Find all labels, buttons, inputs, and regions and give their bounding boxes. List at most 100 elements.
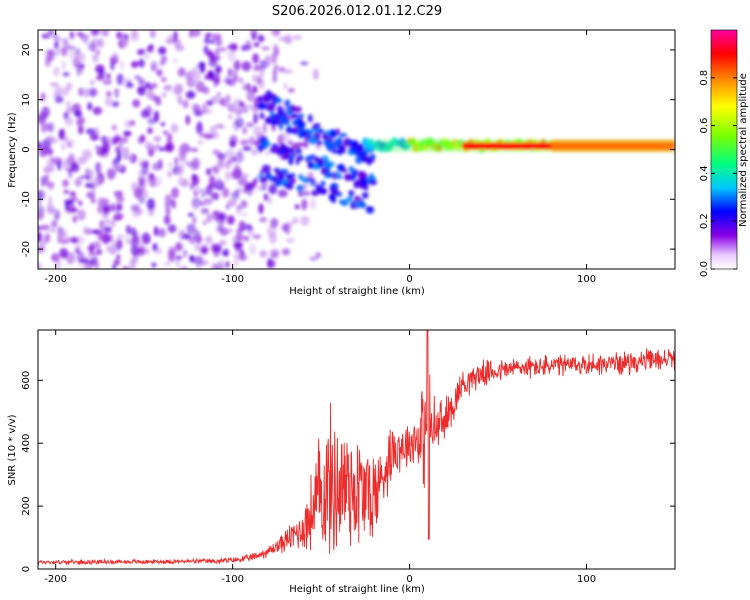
- heatmap-cell: [110, 239, 120, 251]
- heatmap-cell: [110, 61, 115, 71]
- heatmap-cell: [116, 150, 122, 162]
- heatmap-cell: [279, 114, 286, 124]
- heatmap-cell: [65, 82, 73, 91]
- heatmap-cell: [225, 170, 231, 181]
- heatmap-cell: [313, 156, 321, 163]
- heatmap-cell: [279, 143, 287, 150]
- heatmap-cell: [167, 161, 173, 170]
- heatmap-cell: [298, 174, 304, 180]
- heatmap-cell: [83, 262, 94, 269]
- heatmap-cell: [274, 64, 279, 70]
- heatmap-cell: [151, 262, 157, 268]
- heatmap-cell: [354, 201, 363, 207]
- heatmap-cell: [203, 198, 214, 203]
- heatmap-cell: [272, 76, 277, 83]
- heatmap-cell: [368, 179, 378, 186]
- heatmap-cell: [102, 79, 113, 85]
- heatmap-cell: [78, 87, 84, 97]
- heatmap-cell: [109, 250, 116, 255]
- heatmap-cell: [196, 234, 202, 244]
- heatmap-cell: [78, 200, 83, 206]
- heatmap-cell: [257, 95, 263, 103]
- heatmap-cell: [209, 126, 215, 134]
- heatmap-cell: [54, 85, 64, 97]
- heatmap-cell: [292, 34, 302, 41]
- colorbar-gradient: [710, 29, 738, 270]
- heatmap-cell: [262, 122, 267, 134]
- colorbar-tick-label: 0.0: [699, 261, 710, 277]
- heatmap-cell: [234, 188, 240, 196]
- heatmap-cell: [59, 128, 66, 137]
- heatmap-cell: [287, 140, 294, 146]
- heatmap-cell: [265, 118, 270, 125]
- heatmap-cell: [248, 243, 257, 255]
- heatmap-cell: [67, 167, 73, 179]
- heatmap-cell: [284, 153, 289, 159]
- heatmap-cell: [69, 207, 79, 213]
- heatmap-cell: [77, 209, 86, 221]
- heatmap-cell: [40, 92, 46, 102]
- heatmap-cell: [160, 76, 167, 83]
- heatmap-cell: [132, 230, 140, 243]
- heatmap-cell: [288, 158, 294, 166]
- heatmap-cell: [227, 44, 237, 50]
- heatmap-cell: [286, 181, 294, 191]
- heatmap-cell: [167, 170, 172, 178]
- y-tick-label: 400: [21, 434, 32, 453]
- heatmap-cell: [357, 170, 366, 180]
- heatmap-cell: [250, 148, 259, 156]
- heatmap-cell: [90, 79, 95, 86]
- heatmap-cell: [61, 142, 66, 151]
- heatmap-cell: [200, 259, 209, 266]
- heatmap-cell: [205, 185, 213, 196]
- heatmap-cell: [133, 75, 142, 80]
- heatmap-cell: [204, 32, 213, 38]
- heatmap-cell: [273, 43, 278, 55]
- heatmap-cell: [259, 250, 268, 258]
- heatmap-cell: [168, 246, 177, 256]
- heatmap-cell: [126, 81, 132, 88]
- heatmap-cell: [237, 177, 248, 187]
- heatmap-cell: [270, 218, 279, 229]
- heatmap-y-axis-title: Frequency (Hz): [7, 112, 18, 188]
- heatmap-cell: [228, 114, 233, 120]
- heatmap-cell: [316, 185, 323, 194]
- heatmap-cell: [339, 145, 347, 154]
- x-tick-label: -100: [221, 574, 244, 585]
- heatmap-cell: [96, 197, 106, 207]
- heatmap-cell: [354, 151, 362, 157]
- heatmap-cell: [94, 127, 100, 136]
- heatmap-cell: [188, 236, 197, 244]
- heatmap-cell: [365, 206, 373, 211]
- heatmap-cell: [297, 192, 305, 197]
- x-tick-label: -100: [221, 274, 244, 285]
- heatmap-cell: [66, 156, 76, 167]
- heatmap-cell: [360, 153, 365, 161]
- heatmap-cell: [75, 235, 85, 245]
- heatmap-cell: [44, 147, 54, 155]
- heatmap-cell: [75, 68, 84, 74]
- heatmap-cell: [125, 224, 131, 235]
- heatmap-cell: [178, 151, 187, 163]
- heatmap-cell: [242, 211, 248, 217]
- heatmap-cell: [238, 220, 246, 231]
- heatmap-cell: [124, 154, 132, 161]
- heatmap-cell: [305, 128, 311, 136]
- heatmap-cell: [325, 173, 335, 178]
- heatmap-cell: [92, 53, 99, 63]
- heatmap-cell: [261, 164, 271, 173]
- heatmap-cell: [257, 103, 267, 108]
- heatmap-cell: [62, 37, 69, 50]
- heatmap-cell: [111, 101, 120, 107]
- y-tick-label: 20: [21, 44, 32, 57]
- heatmap-cell: [57, 235, 63, 244]
- heatmap-cell: [153, 110, 160, 123]
- heatmap-cell: [337, 163, 346, 172]
- heatmap-cell: [279, 132, 287, 142]
- heatmap-cell: [193, 187, 204, 194]
- heatmap-cell: [104, 219, 112, 225]
- heatmap-cell: [281, 248, 290, 256]
- heatmap-cell: [251, 31, 257, 41]
- heatmap-cell: [114, 167, 121, 172]
